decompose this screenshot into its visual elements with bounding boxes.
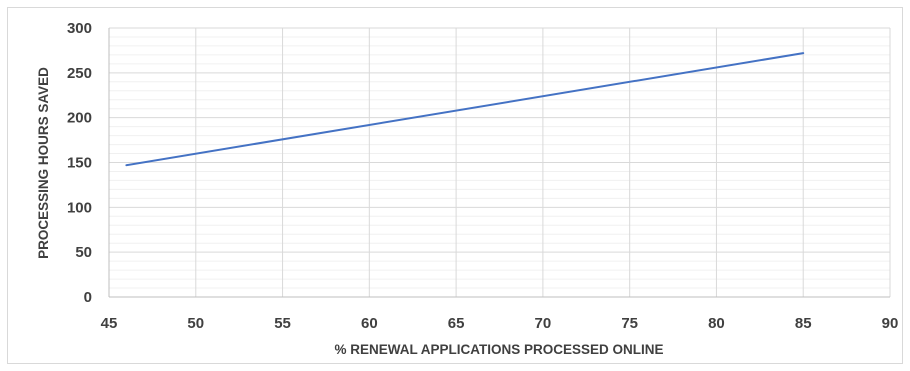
x-tick-labels: 45 50 55 60 65 70 75 80 85 90 xyxy=(101,315,899,332)
y-tick-label: 250 xyxy=(67,65,92,82)
x-tick-label: 45 xyxy=(101,315,118,332)
x-tick-label: 55 xyxy=(274,315,291,332)
x-tick-label: 65 xyxy=(448,315,465,332)
y-tick-label: 300 xyxy=(67,20,92,37)
y-tick-label: 0 xyxy=(84,289,92,306)
major-gridlines xyxy=(109,27,891,297)
axes xyxy=(108,28,890,298)
series-line-1 xyxy=(125,52,805,167)
x-tick-label: 90 xyxy=(882,315,899,332)
x-tick-label: 50 xyxy=(187,315,204,332)
y-tick-labels: 0 50 100 150 200 250 300 xyxy=(67,20,92,306)
y-tick-label: 200 xyxy=(67,110,92,127)
x-tick-label: 80 xyxy=(708,315,725,332)
y-axis-title: PROCESSING HOURS SAVED xyxy=(36,67,51,259)
y-tick-label: 50 xyxy=(75,244,92,261)
x-tick-label: 75 xyxy=(621,315,638,332)
y-tick-label: 100 xyxy=(67,199,92,216)
y-tick-label: 150 xyxy=(67,155,92,172)
series-group xyxy=(125,52,805,167)
x-tick-label: 70 xyxy=(535,315,552,332)
minor-gridlines xyxy=(109,36,890,289)
x-tick-label: 60 xyxy=(361,315,378,332)
x-axis-title: % RENEWAL APPLICATIONS PROCESSED ONLINE xyxy=(334,342,663,357)
chart-frame xyxy=(7,7,903,364)
x-tick-label: 85 xyxy=(795,315,812,332)
